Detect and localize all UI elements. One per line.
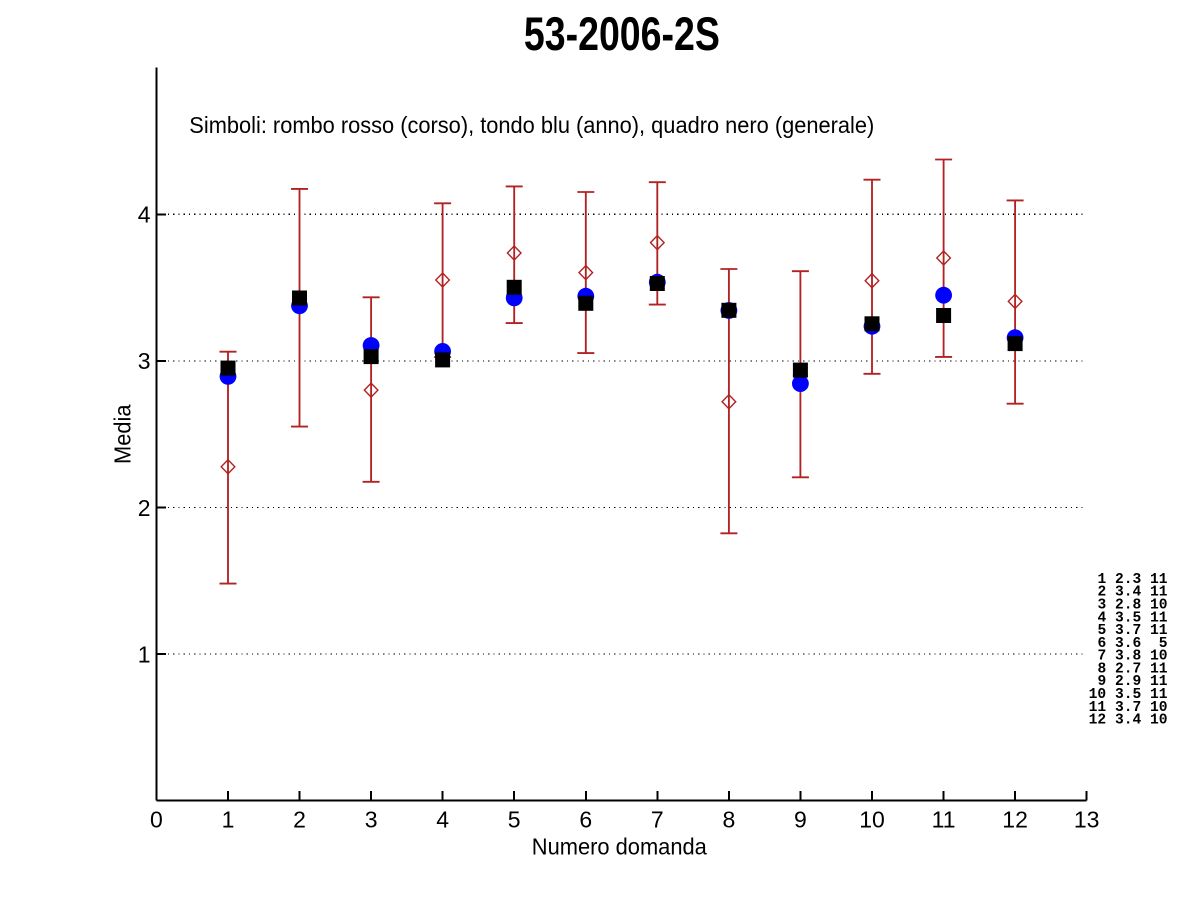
svg-text:7 3.8 10: 7 3.8 10 bbox=[1097, 649, 1167, 665]
svg-text:2: 2 bbox=[138, 495, 151, 521]
svg-text:Numero domanda: Numero domanda bbox=[532, 834, 707, 860]
svg-text:8: 8 bbox=[723, 807, 736, 833]
svg-text:1 2.3 11: 1 2.3 11 bbox=[1097, 572, 1167, 588]
svg-text:53-2006-2S: 53-2006-2S bbox=[524, 7, 720, 60]
svg-text:10 3.5 11: 10 3.5 11 bbox=[1089, 687, 1168, 703]
svg-text:7: 7 bbox=[651, 807, 664, 833]
svg-text:1: 1 bbox=[138, 641, 151, 667]
svg-text:12: 12 bbox=[1002, 807, 1028, 833]
svg-text:11: 11 bbox=[932, 807, 956, 833]
svg-text:12 3.4 10: 12 3.4 10 bbox=[1089, 713, 1168, 729]
svg-text:11 3.7 10: 11 3.7 10 bbox=[1089, 700, 1168, 716]
svg-text:4: 4 bbox=[436, 807, 449, 833]
svg-text:8 2.7 11: 8 2.7 11 bbox=[1097, 661, 1167, 677]
svg-text:6 3.6 5: 6 3.6 5 bbox=[1097, 636, 1167, 652]
svg-text:1: 1 bbox=[222, 807, 235, 833]
svg-text:4: 4 bbox=[138, 202, 151, 228]
svg-text:0: 0 bbox=[150, 807, 163, 833]
svg-text:3: 3 bbox=[365, 807, 378, 833]
svg-text:3 2.8 10: 3 2.8 10 bbox=[1097, 598, 1167, 614]
svg-text:5: 5 bbox=[508, 807, 521, 833]
svg-text:6: 6 bbox=[579, 807, 592, 833]
svg-text:4 3.5 11: 4 3.5 11 bbox=[1097, 610, 1167, 626]
svg-text:2 3.4 11: 2 3.4 11 bbox=[1097, 585, 1167, 601]
svg-text:Media: Media bbox=[110, 404, 136, 464]
svg-text:5 3.7 11: 5 3.7 11 bbox=[1097, 623, 1167, 639]
svg-text:13: 13 bbox=[1074, 807, 1100, 833]
svg-text:10: 10 bbox=[859, 807, 885, 833]
svg-text:2: 2 bbox=[293, 807, 306, 833]
svg-text:9 2.9 11: 9 2.9 11 bbox=[1097, 674, 1167, 690]
svg-text:3: 3 bbox=[138, 348, 151, 374]
svg-text:9: 9 bbox=[794, 807, 807, 833]
svg-text:Simboli: rombo rosso (corso),: Simboli: rombo rosso (corso), tondo blu … bbox=[189, 112, 874, 138]
